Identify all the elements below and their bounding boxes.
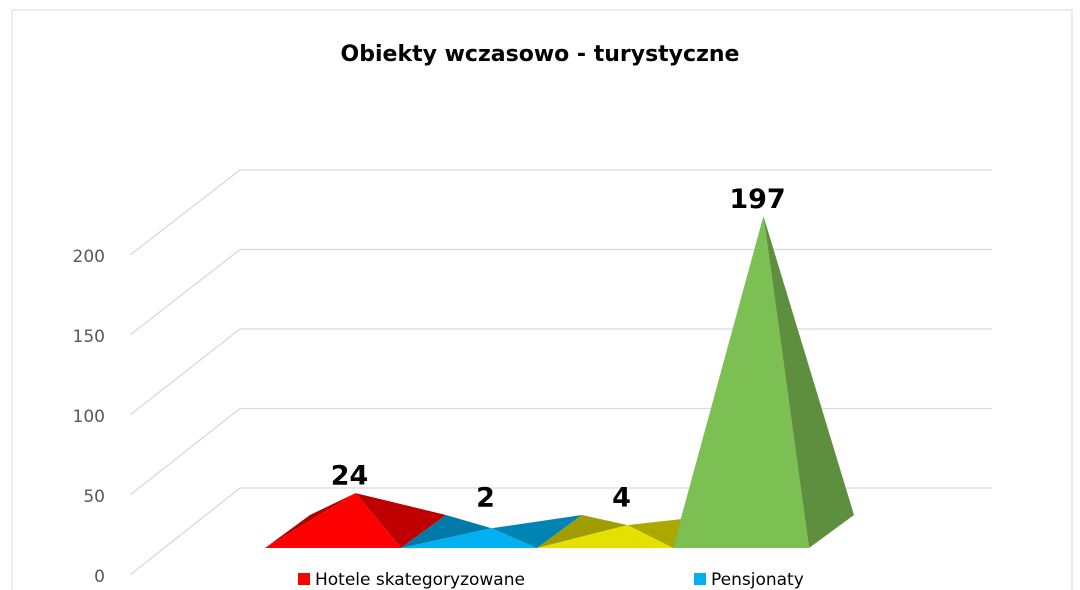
pyramid-front [537,525,673,548]
grid-line [129,248,241,336]
value-label: 4 [612,483,631,514]
pyramid-front [265,493,401,548]
grid-line [129,407,241,496]
grid-line [129,328,241,416]
pyramid-back-left [537,515,628,548]
value-label: 197 [729,184,785,215]
pyramid-right [355,493,446,548]
y-tick-label: 100 [73,407,105,427]
pyramid-front [673,216,809,549]
y-tick-label: 150 [73,327,105,347]
value-label: 24 [331,461,369,492]
y-tick-label: 200 [73,247,105,267]
pyramid-right [763,216,854,549]
chart-title: Obiekty wczasowo - turystyczne [341,42,740,67]
legend-label: Pensjonaty [711,570,804,590]
y-tick-label: 50 [83,487,105,507]
pyramid-back-left [265,493,356,548]
chart-frame [11,9,1073,590]
pyramid-back-left [401,515,492,548]
y-tick-label: 0 [94,567,105,587]
legend-label: Hotele skategoryzowane [315,570,525,590]
pyramid-front [401,528,537,548]
grid-line [129,487,241,576]
grid-line [129,169,241,256]
legend-swatch [694,573,706,585]
pyramid-right [491,515,582,548]
legend-swatch [298,573,310,585]
value-label: 2 [476,483,495,514]
